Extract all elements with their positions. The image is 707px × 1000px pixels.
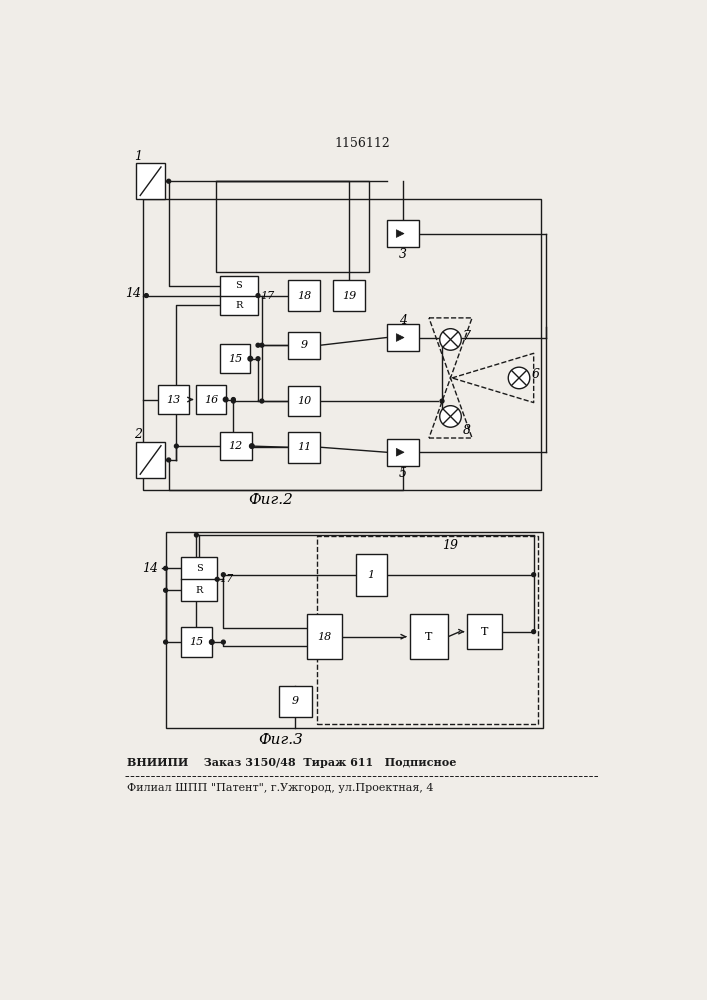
Circle shape	[248, 356, 252, 361]
Bar	[288, 332, 320, 359]
Bar	[288, 432, 320, 463]
Bar	[165, 532, 543, 728]
Bar	[356, 554, 387, 596]
Bar	[197, 385, 226, 414]
Circle shape	[221, 573, 226, 577]
Text: S: S	[235, 281, 242, 290]
Text: 18: 18	[297, 291, 311, 301]
Circle shape	[164, 566, 168, 570]
Bar	[317, 536, 537, 724]
Circle shape	[144, 294, 148, 297]
Text: Филиал ШПП "Патент", г.Ужгород, ул.Проектная, 4: Филиал ШПП "Патент", г.Ужгород, ул.Проек…	[127, 783, 433, 793]
Text: 17: 17	[219, 574, 234, 584]
Text: 2: 2	[134, 428, 142, 441]
Circle shape	[440, 329, 461, 350]
Circle shape	[508, 367, 530, 389]
Bar	[387, 220, 419, 247]
Bar	[467, 614, 502, 649]
Text: 16: 16	[204, 395, 218, 405]
Text: 19: 19	[443, 539, 459, 552]
Text: 7: 7	[463, 330, 471, 343]
Bar	[288, 280, 320, 311]
Circle shape	[223, 397, 228, 402]
Text: 4: 4	[399, 314, 407, 327]
Circle shape	[167, 458, 170, 462]
Circle shape	[209, 640, 214, 644]
Text: 15: 15	[189, 637, 204, 647]
Text: 1: 1	[368, 570, 375, 580]
Text: 6: 6	[532, 368, 539, 381]
Circle shape	[215, 577, 219, 581]
Text: 9: 9	[300, 340, 308, 350]
Bar	[219, 432, 252, 460]
Circle shape	[164, 588, 168, 592]
Bar	[136, 163, 165, 199]
Text: R: R	[235, 301, 243, 310]
Text: 11: 11	[297, 442, 311, 452]
Bar	[181, 627, 212, 657]
Bar	[219, 344, 250, 373]
Bar	[279, 686, 312, 717]
Circle shape	[221, 640, 226, 644]
Bar	[387, 439, 419, 466]
Text: 10: 10	[297, 396, 311, 406]
Circle shape	[194, 533, 199, 537]
Text: 17: 17	[260, 291, 274, 301]
Text: 1156112: 1156112	[335, 137, 390, 150]
Text: 12: 12	[228, 441, 243, 451]
Circle shape	[532, 573, 536, 577]
Text: R: R	[195, 586, 203, 595]
Circle shape	[256, 294, 260, 297]
Circle shape	[440, 399, 444, 403]
Text: 3: 3	[399, 248, 407, 261]
Bar	[158, 385, 189, 414]
Circle shape	[256, 343, 260, 347]
Text: Фиг.3: Фиг.3	[259, 733, 303, 747]
Text: 14: 14	[125, 287, 141, 300]
Text: 14: 14	[142, 562, 158, 575]
Bar	[143, 199, 541, 490]
Text: 15: 15	[228, 354, 242, 364]
Text: 1: 1	[134, 150, 142, 163]
Text: ВНИИПИ    Заказ 3150/48  Тираж 611   Подписное: ВНИИПИ Заказ 3150/48 Тираж 611 Подписное	[127, 757, 457, 768]
Text: 13: 13	[166, 395, 180, 405]
Circle shape	[260, 399, 264, 403]
Text: S: S	[196, 564, 202, 573]
Bar	[409, 614, 448, 659]
Text: 9: 9	[292, 696, 299, 706]
Circle shape	[231, 399, 235, 403]
Circle shape	[231, 398, 235, 401]
Polygon shape	[397, 334, 404, 341]
Bar	[136, 442, 165, 478]
Bar	[181, 557, 217, 601]
Circle shape	[250, 444, 254, 448]
Bar	[333, 280, 365, 311]
Polygon shape	[397, 230, 404, 237]
Text: 18: 18	[317, 632, 332, 642]
Text: T: T	[481, 627, 489, 637]
Circle shape	[440, 406, 461, 427]
Polygon shape	[397, 448, 404, 456]
Bar	[216, 181, 369, 272]
Circle shape	[175, 444, 178, 448]
Circle shape	[167, 179, 170, 183]
Text: 8: 8	[463, 424, 471, 437]
Circle shape	[260, 343, 264, 347]
Bar	[288, 386, 320, 416]
Bar	[387, 324, 419, 351]
Text: 19: 19	[341, 291, 356, 301]
Bar	[219, 276, 258, 315]
Circle shape	[164, 640, 168, 644]
Bar	[308, 614, 342, 659]
Text: T: T	[425, 632, 433, 642]
Circle shape	[532, 630, 536, 634]
Text: Фиг.2: Фиг.2	[249, 493, 293, 507]
Circle shape	[256, 357, 260, 361]
Text: 5: 5	[399, 467, 407, 480]
